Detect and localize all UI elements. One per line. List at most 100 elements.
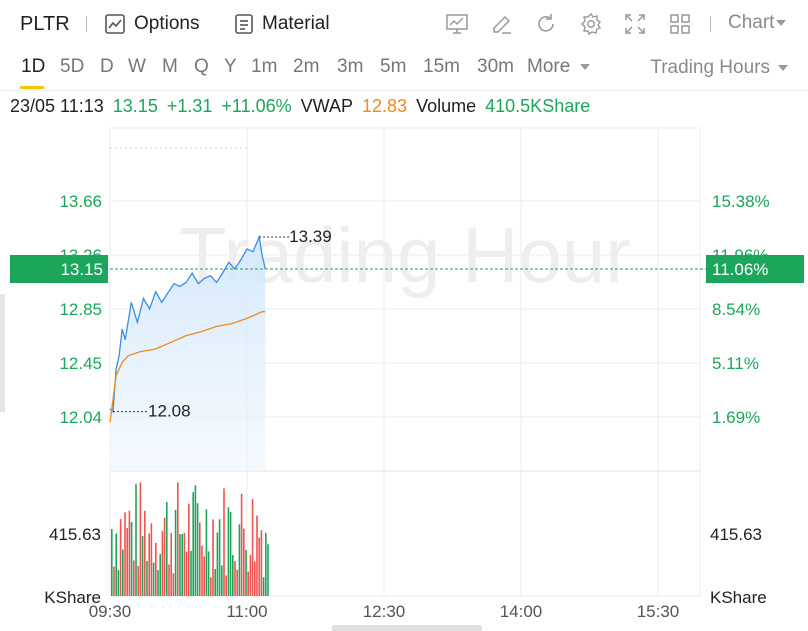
- period-3m[interactable]: 3m: [337, 56, 364, 77]
- symbol-label[interactable]: PLTR: [20, 12, 70, 35]
- layout-icon[interactable]: [667, 11, 693, 37]
- period-5d[interactable]: 5D: [60, 56, 85, 77]
- volume-bar: [260, 530, 263, 596]
- volume-bar: [152, 562, 155, 596]
- volume-bar: [199, 522, 201, 596]
- volume-bar: [229, 511, 232, 596]
- period-1d[interactable]: 1D: [21, 56, 46, 77]
- volume-bar: [141, 536, 144, 596]
- volume-bar: [183, 532, 186, 596]
- volume-bar: [243, 528, 245, 596]
- pct-tick-label: 15.38%: [712, 192, 770, 211]
- volume-bar: [205, 509, 208, 596]
- volume-bar: [207, 551, 210, 596]
- volume-bar: [225, 575, 227, 596]
- options-button[interactable]: Options: [104, 10, 199, 38]
- volume-bar: [119, 519, 122, 596]
- volume-bar: [254, 561, 256, 596]
- volume-bar: [137, 565, 139, 596]
- high-label: 13.39: [289, 227, 332, 246]
- volume-bar: [238, 524, 241, 596]
- volume-bar: [221, 565, 223, 596]
- trading-hours-label: Trading Hours: [650, 57, 770, 78]
- chart-menu-label: Chart: [728, 12, 775, 33]
- settings-icon[interactable]: [578, 11, 604, 37]
- volume-value: 410.5KShare: [485, 96, 591, 116]
- volume-unit-label-right: KShare: [710, 588, 767, 607]
- price-tick-label: 12.04: [59, 408, 102, 427]
- volume-bar: [170, 532, 172, 596]
- volume-bar: [130, 521, 133, 596]
- volume-bar: [144, 510, 146, 596]
- options-icon: [105, 14, 125, 34]
- volume-bar: [267, 544, 269, 596]
- volume-label: Volume: [416, 96, 477, 116]
- pct-tick-label: 5.11%: [712, 354, 759, 373]
- volume-bar: [185, 551, 188, 596]
- period-y[interactable]: Y: [224, 56, 237, 77]
- vwap-label: VWAP: [300, 96, 353, 116]
- volume-bar: [214, 569, 216, 596]
- time-tick-label: 15:30: [637, 602, 680, 621]
- period-2m[interactable]: 2m: [293, 56, 320, 77]
- volume-bar: [172, 573, 175, 596]
- draw-icon[interactable]: [489, 11, 515, 37]
- time-tick-label: 14:00: [500, 602, 543, 621]
- fullscreen-icon[interactable]: [622, 11, 648, 37]
- price-area: [110, 237, 266, 471]
- chevron-down-icon: [776, 20, 787, 26]
- period-w[interactable]: W: [128, 56, 146, 77]
- period-d[interactable]: D: [100, 56, 114, 77]
- refresh-icon[interactable]: [533, 11, 559, 37]
- volume-bar: [223, 488, 225, 596]
- volume-bar: [166, 502, 168, 596]
- period-30m[interactable]: 30m: [477, 56, 514, 77]
- active-period-indicator: [20, 86, 44, 89]
- trading-hours-select[interactable]: Trading Hours: [650, 57, 788, 79]
- volume-bar: [192, 492, 194, 596]
- period-m[interactable]: M: [162, 56, 178, 77]
- quote-datetime: 23/05 11:13: [10, 96, 104, 116]
- volume-bar: [194, 485, 197, 596]
- volume-bar: [113, 566, 115, 596]
- volume-bar: [181, 534, 183, 596]
- vwap-value: 12.83: [362, 96, 408, 116]
- volume-bar: [190, 550, 192, 596]
- volume-bar: [234, 561, 236, 596]
- bottom-panel-handle[interactable]: [332, 625, 482, 631]
- volume-bar: [128, 510, 131, 596]
- chart-type-icon[interactable]: [444, 11, 470, 37]
- volume-bar: [111, 528, 113, 596]
- volume-bar: [251, 498, 254, 596]
- material-button[interactable]: Material: [234, 10, 330, 38]
- volume-bar: [262, 577, 265, 596]
- pct-tick-label: 8.54%: [712, 300, 760, 319]
- period-1m[interactable]: 1m: [251, 56, 278, 77]
- volume-bar: [133, 560, 135, 596]
- material-icon: [235, 14, 253, 34]
- volume-bar: [265, 532, 267, 596]
- period-15m[interactable]: 15m: [423, 56, 460, 77]
- volume-bar: [179, 534, 181, 596]
- time-tick-label: 12:30: [363, 602, 406, 621]
- period-5m[interactable]: 5m: [380, 56, 407, 77]
- chart-menu-button[interactable]: Chart: [728, 12, 787, 34]
- period-bar: 1D 5D D W M Q Y 1m 2m 3m 5m 15m 30m More…: [0, 50, 808, 91]
- period-q[interactable]: Q: [194, 56, 209, 77]
- volume-bar: [245, 550, 247, 596]
- side-panel-handle[interactable]: [0, 294, 5, 412]
- volume-unit-label: KShare: [44, 588, 101, 607]
- divider: [710, 16, 711, 32]
- current-pct-tag: [706, 255, 804, 283]
- volume-bar: [148, 533, 150, 596]
- period-more[interactable]: More: [527, 56, 591, 78]
- volume-bar: [256, 515, 258, 596]
- volume-bar: [135, 484, 137, 596]
- low-label: 12.08: [148, 402, 191, 421]
- volume-tick-label: 415.63: [49, 525, 101, 544]
- chevron-down-icon: [580, 64, 591, 70]
- volume-bar: [210, 577, 212, 596]
- price-tick-label: 12.45: [59, 354, 102, 373]
- volume-bar: [247, 571, 249, 596]
